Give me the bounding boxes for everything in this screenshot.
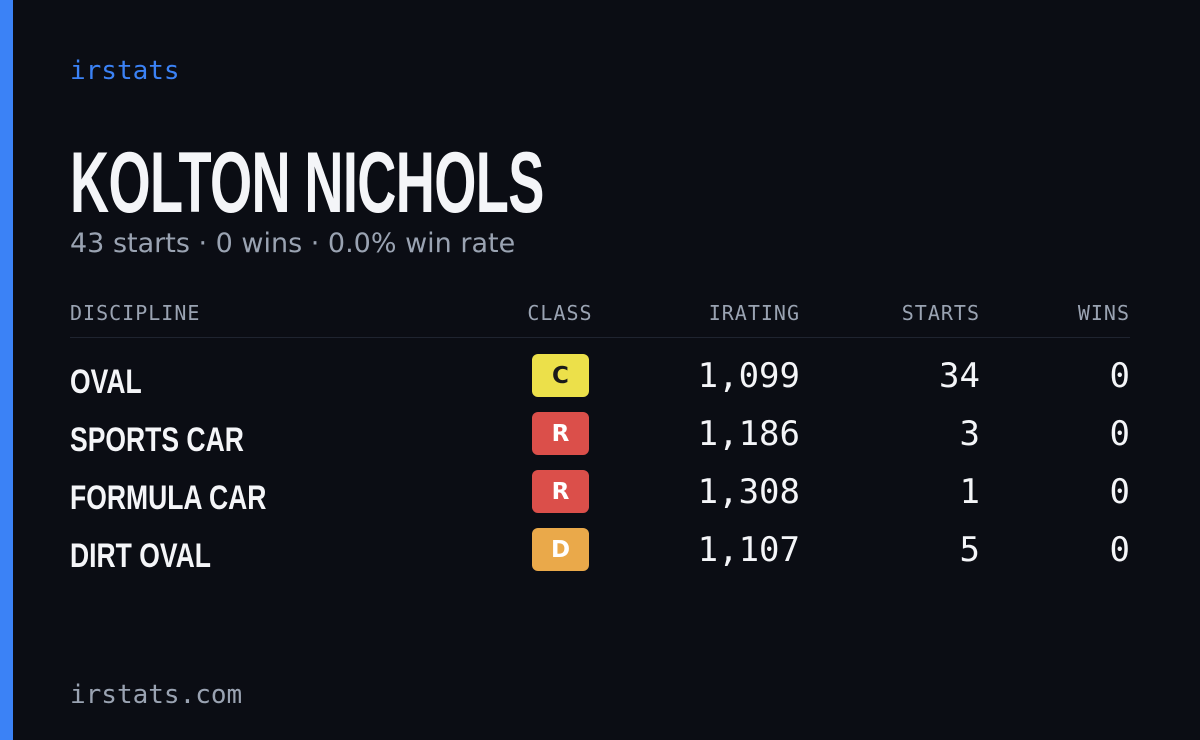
column-header: STARTS — [901, 301, 980, 325]
discipline: FORMULA CAR — [70, 479, 267, 517]
discipline: DIRT OVAL — [70, 537, 211, 575]
irating: 1,107 — [697, 530, 800, 570]
header-rule — [70, 337, 1130, 338]
wins: 0 — [1109, 356, 1130, 396]
class-badge: D — [532, 528, 589, 571]
brand: irstats — [70, 56, 180, 86]
column-header: CLASS — [527, 301, 593, 325]
starts: 3 — [959, 414, 980, 454]
discipline: OVAL — [70, 363, 142, 401]
class-badge: C — [532, 354, 589, 397]
column-header: DISCIPLINE — [70, 301, 201, 325]
starts: 5 — [959, 530, 980, 570]
class-badge: R — [532, 412, 589, 455]
class-badge: R — [532, 470, 589, 513]
irating: 1,186 — [697, 414, 800, 454]
wins: 0 — [1109, 472, 1130, 512]
accent-stripe — [0, 0, 13, 740]
footer: irstats.com — [70, 680, 243, 710]
wins: 0 — [1109, 414, 1130, 454]
wins: 0 — [1109, 530, 1130, 570]
driver-name: KOLTON NICHOLS — [70, 135, 544, 231]
column-header: IRATING — [708, 301, 800, 325]
discipline: SPORTS CAR — [70, 421, 244, 459]
irating: 1,099 — [697, 356, 800, 396]
starts: 34 — [939, 356, 980, 396]
driver-summary: 43 starts · 0 wins · 0.0% win rate — [70, 228, 516, 259]
column-header: WINS — [1077, 301, 1130, 325]
irating: 1,308 — [697, 472, 800, 512]
starts: 1 — [959, 472, 980, 512]
